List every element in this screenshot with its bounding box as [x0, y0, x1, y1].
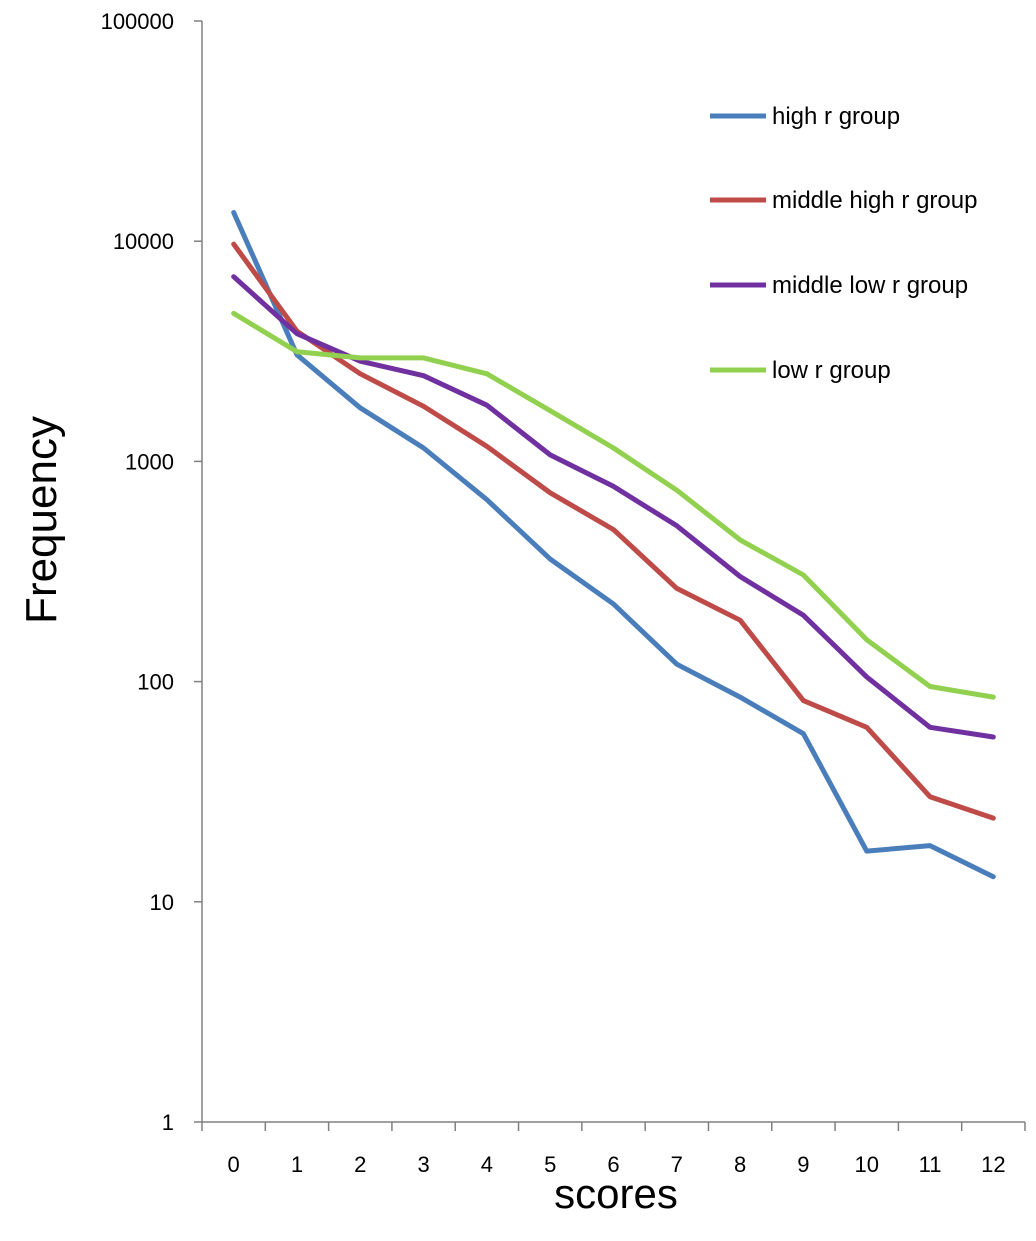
legend-label: high r group — [772, 103, 900, 130]
x-tick-label: 4 — [481, 1152, 493, 1177]
legend-label: middle high r group — [772, 187, 977, 214]
legend-label: middle low r group — [772, 272, 968, 299]
y-tick-label: 1 — [162, 1110, 174, 1135]
x-tick-label: 3 — [417, 1152, 429, 1177]
legend: high r group middle high r group middle lo… — [710, 103, 977, 384]
y-axis-title: Frequency — [17, 416, 66, 624]
x-tick-label: 8 — [734, 1152, 746, 1177]
x-tick-label: 11 — [919, 1152, 942, 1177]
x-tick-label: 12 — [981, 1152, 1005, 1177]
series-line-1 — [231, 210, 996, 880]
y-tick-label: 10 — [150, 890, 174, 915]
y-tick-label: 1000 — [125, 449, 174, 474]
x-tick-label: 1 — [291, 1152, 303, 1177]
x-tick-label: 5 — [544, 1152, 556, 1177]
y-tick-label: 100 — [137, 670, 174, 695]
x-tick-label: 9 — [797, 1152, 809, 1177]
y-tick-label: 10000 — [113, 229, 174, 254]
x-tick-label: 10 — [854, 1152, 878, 1177]
series-line-3 — [231, 274, 996, 740]
series-line-4 — [231, 310, 996, 700]
x-tick-label: 6 — [607, 1152, 619, 1177]
y-tick-label: 100000 — [101, 9, 174, 34]
x-tick-label: 0 — [228, 1152, 240, 1177]
x-axis-title: scores — [554, 1170, 678, 1217]
series-layer — [231, 210, 996, 880]
x-tick-label: 7 — [671, 1152, 683, 1177]
x-tick-label: 2 — [354, 1152, 366, 1177]
series-line-2 — [231, 241, 996, 821]
legend-label: low r group — [772, 357, 891, 384]
